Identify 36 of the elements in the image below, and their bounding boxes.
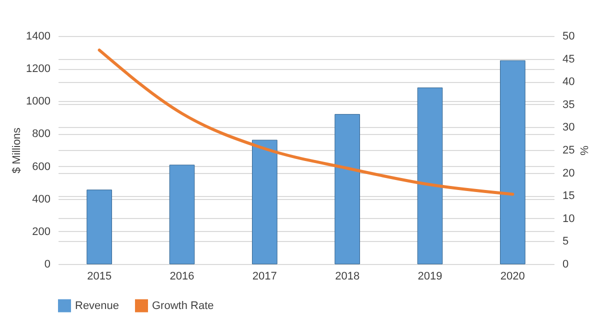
bar xyxy=(334,114,360,264)
legend-label: Growth Rate xyxy=(152,300,214,312)
bar xyxy=(500,60,526,264)
bar xyxy=(417,88,443,264)
x-tick-label: 2019 xyxy=(418,270,442,282)
y2-axis-title: % xyxy=(578,146,590,156)
y-tick-label: 400 xyxy=(32,193,50,206)
y2-tick-label: 5 xyxy=(562,236,569,248)
x-tick-label: 2020 xyxy=(500,270,525,282)
y-tick-label: 1400 xyxy=(26,30,50,42)
y2-tick-label: 20 xyxy=(562,167,575,180)
y2-tick-label: 35 xyxy=(562,98,575,111)
line-series xyxy=(98,48,514,196)
y-tick-label: 600 xyxy=(32,160,50,173)
x-tick-label: 2016 xyxy=(170,270,194,282)
y2-tick-label: 15 xyxy=(562,190,575,202)
y-tick-label: 1000 xyxy=(26,96,50,108)
bar xyxy=(252,140,278,264)
y-tick-label: 1200 xyxy=(26,63,50,76)
y2-tick-label: 40 xyxy=(562,76,575,88)
x-tick-label: 2017 xyxy=(252,270,277,282)
bar xyxy=(169,164,195,264)
y2-tick-label: 50 xyxy=(562,30,575,42)
y2-tick-label: 30 xyxy=(562,122,575,134)
y-tick-label: 800 xyxy=(32,128,50,140)
y2-tick-label: 45 xyxy=(562,53,575,66)
y-tick-label: 0 xyxy=(44,258,50,270)
y2-tick-label: 25 xyxy=(562,144,575,156)
y-tick-label: 200 xyxy=(32,226,50,238)
y2-tick-label: 10 xyxy=(562,212,575,225)
legend-label: Revenue xyxy=(75,300,120,312)
y-axis-title: $ Millions xyxy=(11,127,24,174)
x-tick-label: 2018 xyxy=(335,270,360,282)
bar xyxy=(86,190,112,264)
x-tick-label: 2015 xyxy=(87,270,112,282)
y2-tick-label: 0 xyxy=(562,258,569,270)
